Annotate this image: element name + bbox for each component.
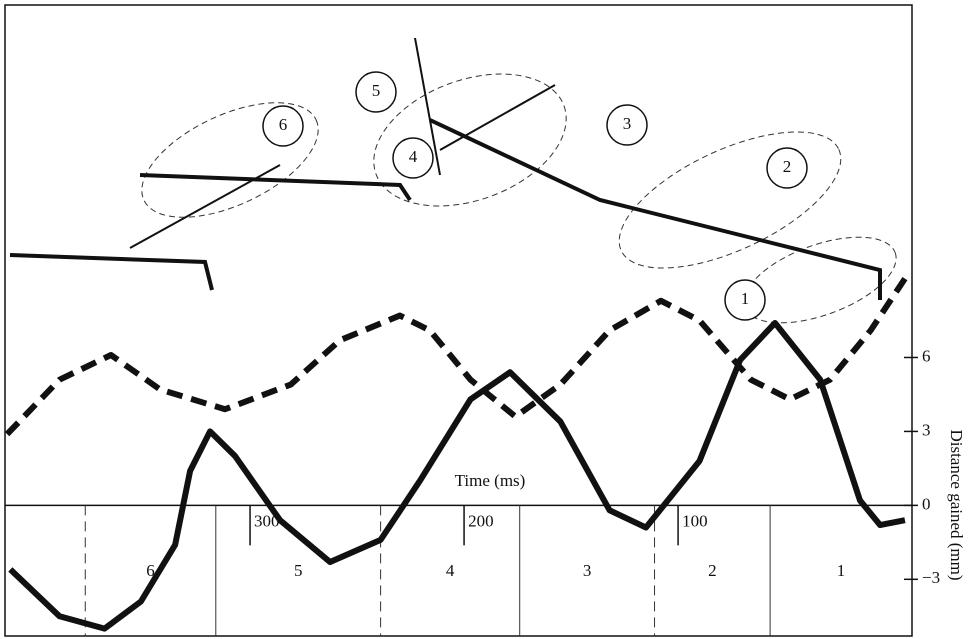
pose-label: 6 (279, 115, 288, 134)
y-tick-label: −3 (922, 568, 940, 587)
figure: Time (ms) Distance gained (mm) −3 0 3 6 100 2… (0, 0, 976, 639)
y-tick-label: 6 (922, 346, 931, 365)
pose-label: 3 (623, 114, 632, 133)
phase-label: 5 (294, 561, 303, 580)
y-axis-title: Distance gained (mm) (947, 429, 966, 580)
x-tick-label: 100 (682, 511, 708, 530)
y-tick-label: 0 (922, 494, 931, 513)
pose-label: 5 (372, 81, 381, 100)
phase-label: 3 (583, 561, 592, 580)
series-line (5, 279, 905, 437)
illustration (125, 49, 907, 340)
pose-label: 1 (741, 289, 750, 308)
pose-label: 2 (783, 157, 792, 176)
phase-label: 4 (446, 561, 455, 580)
phase-label: 2 (708, 561, 717, 580)
y-tick-label: 3 (922, 420, 931, 439)
phase-label: 1 (837, 561, 846, 580)
swimmer-sketch (10, 38, 880, 300)
x-axis-title: Time (ms) (455, 471, 526, 490)
x-tick-label: 200 (468, 511, 494, 530)
pose-label: 4 (409, 147, 418, 166)
